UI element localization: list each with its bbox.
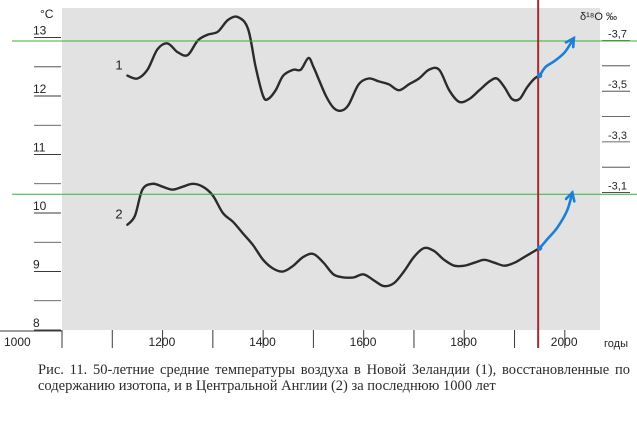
extension-line-1 bbox=[538, 36, 576, 77]
right-axis-unit-label: δ¹⁸O ‰ bbox=[580, 11, 617, 23]
y-tick-label: 8 bbox=[33, 316, 40, 330]
x-tick-label: 1000 bbox=[4, 335, 31, 349]
y-tick-label: 11 bbox=[33, 141, 46, 155]
x-tick-label: 1200 bbox=[149, 335, 176, 349]
x-tick-label: 1600 bbox=[350, 335, 377, 349]
y-tick-label: 9 bbox=[33, 258, 40, 272]
extension-arrowhead-2 bbox=[564, 189, 576, 203]
extension-arrowhead-1 bbox=[564, 35, 576, 49]
x-tick-label: 2000 bbox=[551, 335, 578, 349]
series-label-2: 2 bbox=[115, 207, 122, 222]
extension-start-dot-1 bbox=[537, 72, 543, 79]
extension-start-dot-2 bbox=[537, 245, 543, 251]
y-tick-label: 10 bbox=[33, 199, 47, 213]
annotation-group bbox=[12, 0, 637, 348]
plot-area bbox=[62, 8, 600, 330]
series-line-2 bbox=[126, 182, 541, 288]
extension-line-2 bbox=[538, 191, 574, 250]
axis-ticks bbox=[0, 37, 630, 348]
series-line-1 bbox=[126, 15, 541, 112]
x-tick-label: 1400 bbox=[249, 335, 276, 349]
right-tick-label: -3,7 bbox=[608, 28, 627, 40]
x-axis-label: годы bbox=[604, 338, 628, 350]
right-tick-label: -3,1 bbox=[608, 181, 627, 193]
right-tick-label: -3,5 bbox=[608, 79, 627, 91]
y-axis-unit-label: °C bbox=[40, 7, 54, 21]
right-tick-label: -3,3 bbox=[608, 130, 627, 142]
y-tick-label: 13 bbox=[33, 24, 47, 38]
y-tick-label: 12 bbox=[33, 82, 47, 96]
x-tick-label: 1800 bbox=[450, 335, 477, 349]
series-group bbox=[126, 15, 541, 288]
figure-caption: Рис. 11. 50-летние средние температуры в… bbox=[38, 362, 630, 394]
series-label-1: 1 bbox=[115, 58, 122, 73]
